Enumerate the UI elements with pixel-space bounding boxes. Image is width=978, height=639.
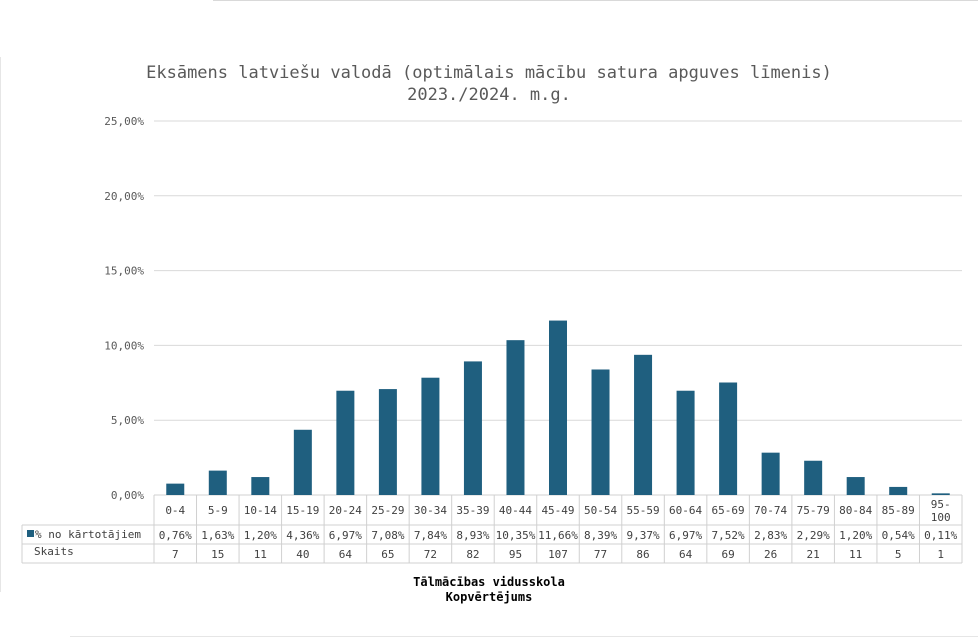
data-table-count-cell: 1 bbox=[937, 548, 944, 561]
x-tick-label: 45-49 bbox=[541, 504, 574, 517]
data-table-count-cell: 69 bbox=[721, 548, 734, 561]
bar bbox=[719, 382, 738, 495]
data-table-count-cell: 64 bbox=[339, 548, 353, 561]
y-tick-label: 10,00% bbox=[104, 339, 144, 352]
bar bbox=[293, 429, 312, 495]
bar bbox=[208, 470, 227, 495]
y-tick-label: 25,00% bbox=[104, 115, 144, 128]
bar bbox=[889, 486, 908, 495]
data-table-count-cell: 65 bbox=[381, 548, 394, 561]
y-tick-label: 0,00% bbox=[111, 489, 144, 502]
data-table-percent-cell: 2,29% bbox=[797, 529, 830, 542]
bar bbox=[761, 452, 780, 495]
x-tick-label: 60-64 bbox=[669, 504, 702, 517]
data-table-count-cell: 77 bbox=[594, 548, 607, 561]
data-table-count-cell: 64 bbox=[679, 548, 693, 561]
y-tick-label: 20,00% bbox=[104, 190, 144, 203]
bar bbox=[804, 460, 823, 495]
y-tick-label: 5,00% bbox=[111, 414, 144, 427]
data-table-percent-cell: 11,66% bbox=[538, 529, 578, 542]
data-table-percent-cell: 0,76% bbox=[159, 529, 192, 542]
data-table-count-cell: 72 bbox=[424, 548, 437, 561]
data-table-percent-cell: 7,08% bbox=[371, 529, 404, 542]
x-axis-title-line2: Kopvērtējums bbox=[445, 590, 533, 604]
bar bbox=[846, 477, 865, 495]
chart-subtitle: 2023./2024. m.g. bbox=[407, 85, 571, 105]
data-table-count-cell: 107 bbox=[548, 548, 568, 561]
x-tick-label: 10-14 bbox=[244, 504, 277, 517]
data-table-percent-cell: 6,97% bbox=[669, 529, 702, 542]
data-table-percent-cell: 7,84% bbox=[414, 529, 447, 542]
bar bbox=[378, 389, 397, 495]
frame-bottom-line bbox=[70, 636, 978, 637]
x-tick-label: 40-44 bbox=[499, 504, 532, 517]
x-tick-label: 20-24 bbox=[329, 504, 362, 517]
x-tick-label: 65-69 bbox=[712, 504, 745, 517]
x-tick-label: 55-59 bbox=[626, 504, 659, 517]
bar bbox=[549, 320, 567, 495]
data-table-count-cell: 95 bbox=[509, 548, 522, 561]
x-tick-label: 25-29 bbox=[371, 504, 404, 517]
data-table-percent-cell: 1,63% bbox=[201, 529, 234, 542]
x-axis-title: Tālmācības vidusskola Kopvērtējums bbox=[20, 575, 958, 605]
data-table-count-cell: 26 bbox=[764, 548, 777, 561]
data-table-percent-cell: 7,52% bbox=[712, 529, 745, 542]
chart-title-block: Eksāmens latviešu valodā (optimālais māc… bbox=[20, 62, 958, 106]
bar bbox=[931, 493, 950, 495]
data-table-count-cell: 7 bbox=[172, 548, 179, 561]
data-table-percent-cell: 6,97% bbox=[329, 529, 362, 542]
x-axis-title-line1: Tālmācības vidusskola bbox=[413, 575, 565, 589]
bar bbox=[591, 369, 610, 495]
data-table-count-cell: 11 bbox=[254, 548, 267, 561]
data-table-count-cell: 15 bbox=[211, 548, 224, 561]
data-table-percent-cell: 2,83% bbox=[754, 529, 787, 542]
x-tick-label: 5-9 bbox=[208, 504, 228, 517]
x-tick-label: 100 bbox=[931, 511, 951, 524]
x-tick-label: 75-79 bbox=[797, 504, 830, 517]
x-tick-label: 15-19 bbox=[286, 504, 319, 517]
bar bbox=[336, 390, 355, 495]
x-tick-label: 50-54 bbox=[584, 504, 617, 517]
x-tick-label: 0-4 bbox=[165, 504, 185, 517]
frame-top-line bbox=[213, 0, 978, 1]
data-table-count-cell: 21 bbox=[807, 548, 820, 561]
data-table-count-cell: 82 bbox=[466, 548, 479, 561]
bar bbox=[421, 377, 440, 495]
frame-left-line bbox=[0, 57, 1, 592]
data-table-percent-cell: 8,39% bbox=[584, 529, 617, 542]
y-tick-label: 15,00% bbox=[104, 265, 144, 278]
x-tick-label: 95- bbox=[931, 498, 951, 511]
data-table-percent-cell: 10,35% bbox=[496, 529, 536, 542]
data-table-percent-cell: 9,37% bbox=[626, 529, 659, 542]
data-table-percent-cell: 1,20% bbox=[244, 529, 277, 542]
data-table-percent-cell: 4,36% bbox=[286, 529, 319, 542]
data-table-row-name: Skaits bbox=[34, 545, 74, 558]
chart-title: Eksāmens latviešu valodā (optimālais māc… bbox=[146, 63, 832, 83]
bar bbox=[463, 361, 482, 495]
data-table-count-cell: 86 bbox=[636, 548, 649, 561]
bar bbox=[166, 483, 185, 495]
bar bbox=[251, 477, 270, 495]
x-tick-label: 35-39 bbox=[456, 504, 489, 517]
x-tick-label: 80-84 bbox=[839, 504, 872, 517]
data-table-count-cell: 40 bbox=[296, 548, 309, 561]
data-table-percent-cell: 1,20% bbox=[839, 529, 872, 542]
data-table-percent-cell: 0,54% bbox=[882, 529, 915, 542]
bar bbox=[676, 390, 695, 495]
data-table-percent-cell: 8,93% bbox=[456, 529, 489, 542]
bar bbox=[506, 340, 525, 495]
x-tick-label: 70-74 bbox=[754, 504, 787, 517]
data-table-series-name: % no kārtotājiem bbox=[35, 528, 141, 541]
data-table-count-cell: 5 bbox=[895, 548, 902, 561]
x-tick-label: 30-34 bbox=[414, 504, 447, 517]
data-table-percent-cell: 0,11% bbox=[924, 529, 957, 542]
x-tick-label: 85-89 bbox=[882, 504, 915, 517]
legend-key bbox=[27, 530, 34, 537]
data-table-count-cell: 11 bbox=[849, 548, 862, 561]
bar bbox=[634, 354, 653, 495]
